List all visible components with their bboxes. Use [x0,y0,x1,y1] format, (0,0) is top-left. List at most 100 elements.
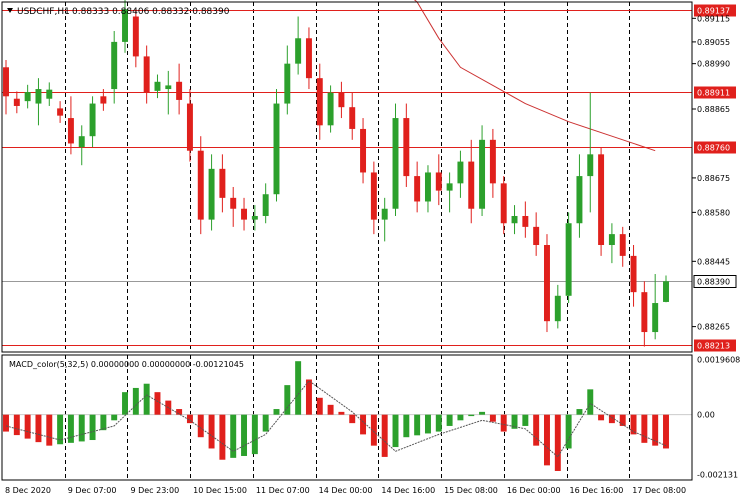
level-price-tag [694,141,736,154]
macd-histogram-bar [457,414,464,421]
macd-histogram-bar [360,414,367,435]
candle-bull [424,172,431,202]
y-tick-label: 0.88580 [697,208,730,217]
candle-bull [479,139,486,209]
macd-histogram-bar [143,383,150,415]
macd-histogram-bar [349,414,356,424]
macd-histogram-bar [67,414,74,443]
main-pane-frame [1,1,693,353]
macd-histogram-bar [305,379,312,415]
y-tick-label: 0.88675 [697,174,730,183]
candle-bull [46,89,53,99]
macd-histogram-bar [511,414,518,429]
candle-bull [35,89,42,104]
candle-bear [489,139,496,184]
x-tick-label: 16 Dec 16:00 [570,486,624,495]
macd-histogram-bar [414,414,421,436]
y-tick-label: 0.88265 [697,323,730,332]
candle-bear [403,118,410,177]
candle-bear [241,208,248,220]
candle-bear [3,67,9,97]
level-price-tag [694,86,736,99]
candle-bear [598,154,605,246]
macd-histogram-bar [479,411,486,415]
y-tick-label: 0.88445 [697,257,730,266]
macd-layer [2,361,692,471]
macd-histogram-bar [381,414,388,457]
macd-histogram-bar [619,414,626,426]
candle-bull [78,136,85,148]
grid-layer [65,2,630,480]
macd-histogram-bar [78,414,85,442]
level-price-tag [694,4,736,17]
candle-bull [608,234,615,246]
level-price-tag [694,339,736,352]
macd-histogram-bar [598,414,605,421]
x-tick-label: 9 Dec 23:00 [130,486,179,495]
macd-histogram-bar [241,414,248,456]
candle-bull [576,176,583,224]
macd-histogram-bar [533,414,540,446]
current-price-tag [693,275,737,288]
macd-histogram-bar [630,414,637,435]
ohlc-label: 0.88333 0.88406 0.88332 0.88390 [72,7,230,17]
macd-histogram-bar [392,414,399,448]
candle-bull [111,41,118,90]
macd-histogram-bar [186,414,193,424]
candle-bull [663,281,669,302]
candle-bull [381,208,388,220]
collapse-triangle-icon[interactable] [7,8,13,13]
axis-layer: 8 Dec 2020 9 Dec 07:00 9 Dec 23:00 10 Dec 1… [5,14,740,495]
candle-bear [468,161,475,209]
candle-bull [165,85,172,90]
macd-y-tick-label: -0.002131 [697,471,738,480]
candle-bear [143,56,150,93]
macd-histogram-bar [500,414,507,432]
macd-histogram-bar [554,414,561,471]
candle-bear [500,183,507,224]
macd-histogram-bar [132,387,139,415]
candle-bear [533,226,540,246]
candle-bear [230,197,237,209]
candle-bear [641,292,648,333]
candle-bear [338,92,345,108]
candle-bear [219,168,226,198]
candle-bear [619,234,626,256]
candle-bear [630,255,637,293]
macd-histogram-bar [197,414,204,438]
x-tick-label: 15 Dec 08:00 [444,486,498,495]
macd-pane-frame [1,354,693,481]
macd-histogram-bar [262,414,269,432]
level-price-label: 0.88213 [697,342,730,351]
candle-bull [327,92,334,126]
macd-histogram-bar [111,414,118,421]
candle-bull [511,215,518,224]
macd-histogram-bar [295,361,302,415]
level-price-label: 0.88911 [697,89,730,98]
candle-bear [13,98,20,106]
x-tick-label: 14 Dec 00:00 [319,486,373,495]
macd-histogram-bar [35,414,42,443]
macd-histogram-bar [435,414,442,432]
macd-histogram-bar [424,414,431,434]
macd-histogram-bar [13,414,20,436]
macd-histogram-bar [338,411,345,415]
macd-histogram-bar [544,414,550,466]
candle-bull [284,63,291,104]
candle-bear [305,38,312,79]
candle-bear [435,172,442,191]
macd-histogram-bar [284,385,291,415]
candle-bull [154,81,161,91]
macd-histogram-bar [57,414,64,445]
macd-histogram-bar [24,414,31,439]
candle-bear [176,81,183,100]
candle-bear [100,96,107,104]
level-lines-layer: 0.89137 0.88911 0.88760 0.88213 0.88390 [2,4,737,352]
macd-histogram-bar [327,404,334,415]
macd-y-tick-label: 0.00 [697,411,715,420]
candle-bear [316,78,323,126]
candles-layer [3,0,669,347]
x-tick-label: 16 Dec 00:00 [507,486,561,495]
